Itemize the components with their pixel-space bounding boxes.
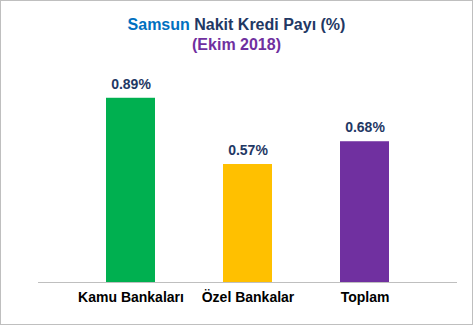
svg-text:0.68%: 0.68% — [345, 119, 385, 135]
svg-text:0.57%: 0.57% — [228, 142, 268, 158]
svg-text:Toplam: Toplam — [341, 289, 390, 305]
svg-text:0.89%: 0.89% — [111, 76, 151, 92]
svg-text:Kamu Bankaları: Kamu Bankaları — [78, 289, 184, 305]
svg-text:Özel Bankalar: Özel Bankalar — [202, 289, 295, 305]
html-text:Samsun Nakit Kredi Payı (%): Samsun Nakit Kredi Payı (%) — [127, 16, 346, 33]
html-text:(Ekim 2018): (Ekim 2018) — [192, 36, 281, 53]
